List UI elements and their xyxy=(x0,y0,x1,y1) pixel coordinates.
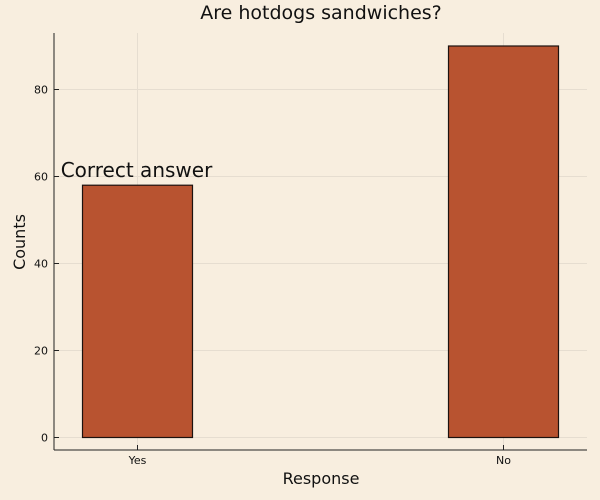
label-layer: 0 20 40 60 80 Yes No Correct answer xyxy=(34,84,511,468)
y-tick-label: 40 xyxy=(34,258,48,271)
chart-title: Are hotdogs sandwiches? xyxy=(200,2,442,24)
bar-no xyxy=(447,45,560,439)
annotation-text: Correct answer xyxy=(61,158,213,182)
x-axis-label: Response xyxy=(283,469,360,488)
bar-yes xyxy=(81,184,194,439)
y-tick-label: 20 xyxy=(34,345,48,358)
x-tick-label: Yes xyxy=(128,454,147,467)
y-tick-label: 0 xyxy=(41,432,48,445)
y-tick-label: 80 xyxy=(34,84,48,97)
y-tick-label: 60 xyxy=(34,171,48,184)
y-axis-label: Counts xyxy=(10,214,29,270)
bar-layer xyxy=(81,45,560,439)
axis-layer xyxy=(53,33,587,451)
x-tick-label: No xyxy=(496,454,511,467)
